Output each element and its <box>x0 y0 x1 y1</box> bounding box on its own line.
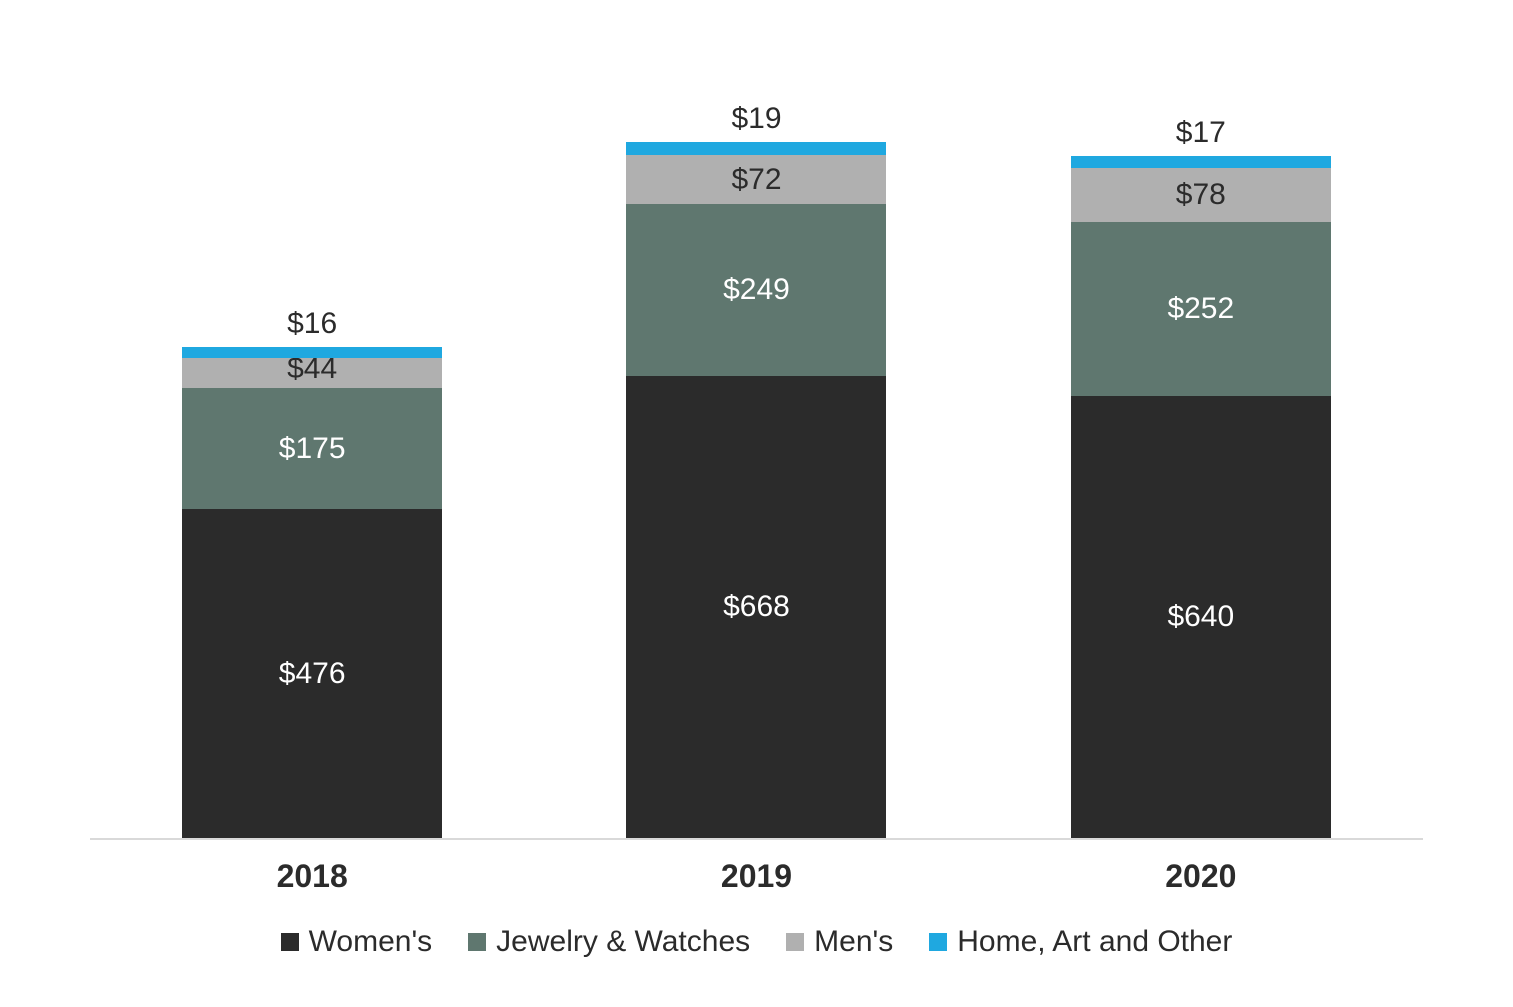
bar-stack: $476$175$44$16 <box>182 347 442 838</box>
segment-label: $249 <box>723 273 790 307</box>
legend-swatch <box>281 933 299 951</box>
segment-jewelry: $175 <box>182 388 442 509</box>
segment-womens: $640 <box>1071 396 1331 838</box>
segment-label: $668 <box>723 590 790 624</box>
segment-label: $252 <box>1167 292 1234 326</box>
segment-womens: $476 <box>182 509 442 838</box>
bar-group-2020: $640$252$78$17 <box>979 156 1423 838</box>
bar-group-2018: $476$175$44$16 <box>90 347 534 838</box>
legend-label: Jewelry & Watches <box>496 925 750 959</box>
segment-mens: $78 <box>1071 168 1331 222</box>
legend-item-home: Home, Art and Other <box>929 925 1232 959</box>
segment-mens: $44 <box>182 358 442 388</box>
legend-swatch <box>786 933 804 951</box>
legend-swatch <box>929 933 947 951</box>
segment-label: $476 <box>279 657 346 691</box>
segment-home <box>182 347 442 358</box>
legend-item-womens: Women's <box>281 925 433 959</box>
bar-stack: $640$252$78$17 <box>1071 156 1331 838</box>
legend-label: Men's <box>814 925 893 959</box>
legend-label: Home, Art and Other <box>957 925 1232 959</box>
x-label: 2020 <box>979 858 1423 895</box>
segment-mens: $72 <box>626 155 886 205</box>
segment-home <box>626 142 886 155</box>
plot-area: $476 $175 $44 $16 $668 $249 $72 $19 $640 $252 $78 $… <box>90 80 1423 840</box>
x-label: 2019 <box>535 858 979 895</box>
bar-group-2019: $668$249$72$19 <box>535 142 979 838</box>
segment-label: $175 <box>279 432 346 466</box>
x-axis-labels: 201820192020 <box>90 858 1423 895</box>
segment-jewelry: $252 <box>1071 222 1331 396</box>
x-label: 2018 <box>90 858 534 895</box>
segment-jewelry: $249 <box>626 204 886 376</box>
legend-item-jewelry: Jewelry & Watches <box>468 925 750 959</box>
segment-label: $640 <box>1167 600 1234 634</box>
segment-label-above: $16 <box>287 307 337 341</box>
legend-swatch <box>468 933 486 951</box>
legend: Women's Jewelry & Watches Men's Home, Art a… <box>90 925 1423 959</box>
segment-label-above: $17 <box>1176 116 1226 150</box>
legend-item-mens: Men's <box>786 925 893 959</box>
legend-label: Women's <box>309 925 433 959</box>
segment-label: $72 <box>731 163 781 197</box>
segment-home <box>1071 156 1331 168</box>
stacked-bar-chart: $476 $175 $44 $16 $668 $249 $72 $19 $640 $252 $78 $… <box>0 0 1513 1007</box>
segment-label: $78 <box>1176 178 1226 212</box>
segment-label-above: $19 <box>731 102 781 136</box>
segment-womens: $668 <box>626 376 886 838</box>
bar-stack: $668$249$72$19 <box>626 142 886 838</box>
